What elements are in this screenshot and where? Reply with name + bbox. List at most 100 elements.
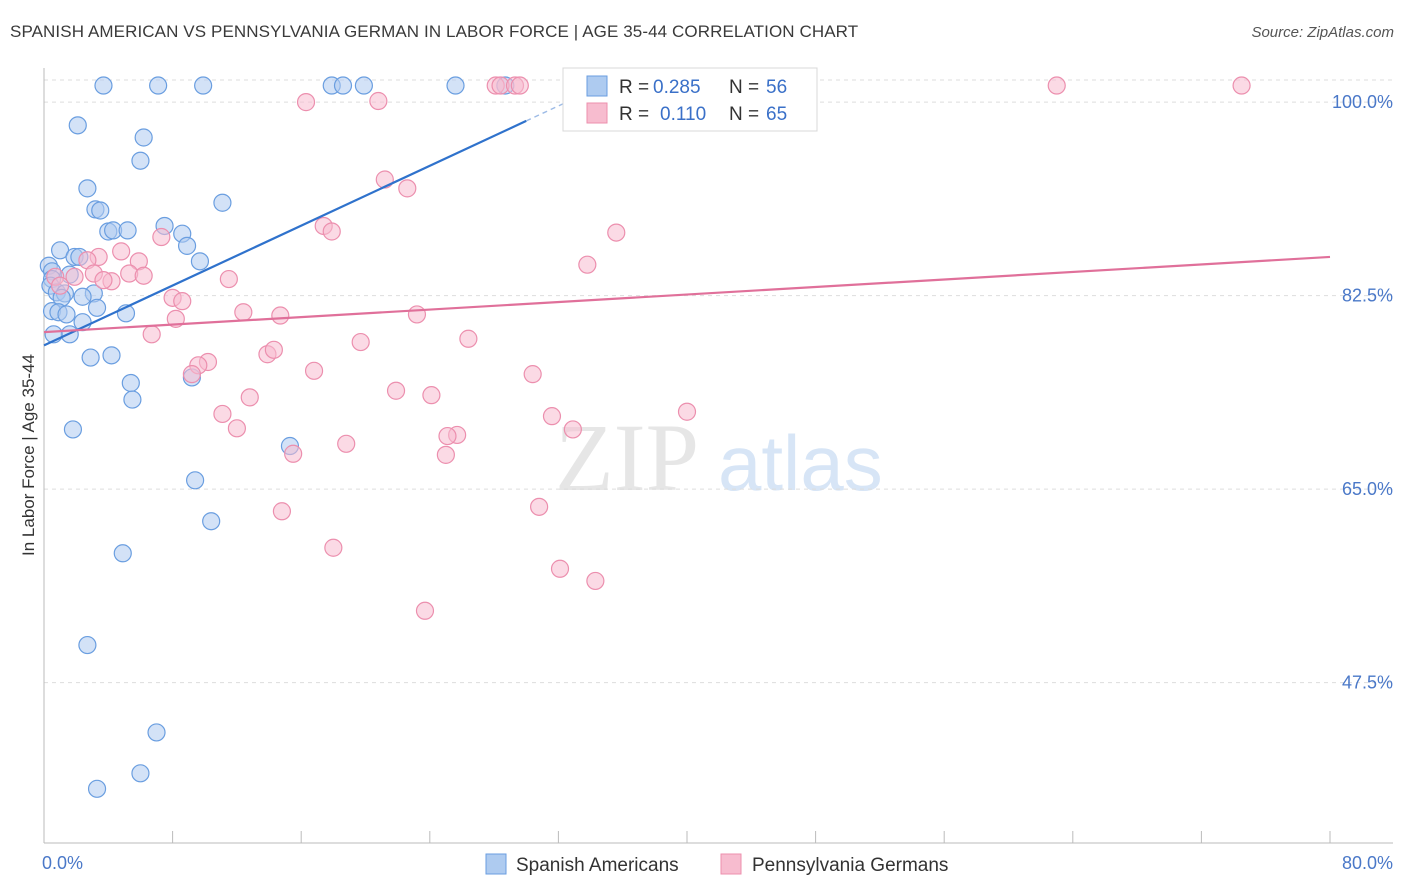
pennsylvania-german-point xyxy=(227,419,246,438)
pennsylvania-german-point xyxy=(510,76,529,95)
spanish-american-point xyxy=(333,76,353,95)
spanish-american-point xyxy=(134,128,153,147)
x-tick-label-max: 80.0% xyxy=(1342,853,1393,873)
bottom-legend-swatch-pink xyxy=(720,853,742,875)
spanish-american-point xyxy=(57,305,76,324)
chart-title: SPANISH AMERICAN VS PENNSYLVANIA GERMAN … xyxy=(10,22,859,41)
pennsylvania-german-point xyxy=(50,276,70,295)
spanish-american-point xyxy=(186,471,205,490)
pennsylvania-german-point xyxy=(369,91,388,111)
spanish-american-point xyxy=(213,193,232,212)
pennsylvania-german-point xyxy=(407,305,427,324)
pennsylvania-german-point xyxy=(542,407,562,426)
spanish-american-point xyxy=(131,764,150,783)
axes xyxy=(43,68,1393,844)
y-tick-labels: 47.5% 65.0% 82.5% 100.0% xyxy=(1332,92,1393,693)
pennsylvania-german-point xyxy=(234,303,253,322)
pennsylvania-german-point xyxy=(264,340,283,359)
pennsylvania-german-point xyxy=(296,93,316,112)
pennsylvania-german-point xyxy=(586,571,605,591)
spanish-american-point xyxy=(102,346,121,365)
spanish-american-point xyxy=(78,635,97,655)
pennsylvania-german-point xyxy=(284,444,303,463)
pennsylvania-german-point xyxy=(213,404,232,424)
pennsylvania-german-point xyxy=(563,420,582,439)
pennsylvania-german-point xyxy=(94,271,113,290)
pennsylvania-german-point xyxy=(607,223,626,242)
pennsylvania-german-point xyxy=(152,227,171,247)
pennsylvania-german-point xyxy=(578,255,597,274)
pennsylvania-german-point xyxy=(142,325,161,344)
spanish-american-point xyxy=(149,76,168,95)
legend-r-value-blue: 0.285 xyxy=(653,77,701,98)
pennsylvania-german-point xyxy=(677,402,697,421)
y-tick-label: 47.5% xyxy=(1342,673,1393,693)
pennsylvania-german-point xyxy=(415,601,435,620)
pennsylvania-german-point xyxy=(438,426,457,446)
source-label: Source: ZipAtlas.com xyxy=(1251,24,1394,41)
y-tick-label: 65.0% xyxy=(1342,479,1393,499)
pennsylvania-german-point xyxy=(240,388,259,407)
pennsylvania-german-point xyxy=(322,222,341,241)
legend-swatch-pink xyxy=(586,102,608,124)
spanish-american-point xyxy=(113,544,132,563)
bottom-legend-swatch-blue xyxy=(485,853,507,875)
pennsylvania-german-point xyxy=(65,267,84,286)
trend-lines xyxy=(43,101,1331,347)
legend-r-label-blue: R = xyxy=(619,77,649,98)
pennsylvania-german-point xyxy=(550,559,570,578)
spanish-american-point xyxy=(63,420,83,439)
spanish-american-point xyxy=(94,76,113,95)
legend-n-value-blue: 56 xyxy=(766,77,787,98)
legend-n-label-pink: N = xyxy=(729,104,759,125)
pennsylvania-german-point xyxy=(375,170,394,189)
spanish-american-point xyxy=(73,287,92,306)
pennsylvania-german-point xyxy=(271,306,290,325)
series-pennsylvania-germans xyxy=(46,76,1251,620)
y-tick-label: 100.0% xyxy=(1332,92,1393,112)
watermark-zip: ZIP xyxy=(555,404,699,511)
spanish-american-point xyxy=(147,723,166,742)
pennsylvania-german-point xyxy=(530,497,549,516)
spanish-american-point xyxy=(121,373,140,393)
spanish-american-point xyxy=(78,179,97,198)
y-tick-label: 82.5% xyxy=(1342,286,1393,306)
bottom-legend-label-blue: Spanish Americans xyxy=(516,855,679,876)
trend-line-extension-spanish-americans xyxy=(525,101,567,122)
pennsylvania-german-point xyxy=(324,538,343,557)
grid-lines xyxy=(44,79,1393,684)
legend-swatch-blue xyxy=(586,75,608,97)
watermark-atlas: atlas xyxy=(718,419,883,507)
spanish-american-point xyxy=(68,116,87,135)
spanish-american-point xyxy=(81,348,100,367)
spanish-american-point xyxy=(87,298,107,317)
spanish-american-point xyxy=(87,779,107,798)
pennsylvania-german-point xyxy=(386,381,406,400)
spanish-american-point xyxy=(354,76,373,95)
pennsylvania-german-point xyxy=(134,266,153,285)
spanish-american-point xyxy=(446,76,465,95)
stats-legend: R = 0.285 N = 56 R = 0.110 N = 65 xyxy=(562,67,818,132)
spanish-american-point xyxy=(123,390,142,409)
legend-r-label-pink: R = xyxy=(619,104,649,125)
y-axis-label: In Labor Force | Age 35-44 xyxy=(19,354,38,556)
spanish-american-point xyxy=(118,221,137,240)
pennsylvania-german-point xyxy=(182,365,201,384)
spanish-american-point xyxy=(190,252,210,271)
pennsylvania-german-point xyxy=(398,179,417,198)
pennsylvania-german-point xyxy=(422,386,441,405)
pennsylvania-german-point xyxy=(1047,76,1066,95)
bottom-legend-label-pink: Pennsylvania Germans xyxy=(752,855,948,876)
legend-n-value-pink: 65 xyxy=(766,104,787,125)
pennsylvania-german-point xyxy=(219,269,238,289)
spanish-american-point xyxy=(131,151,150,170)
spanish-american-point xyxy=(177,236,197,255)
spanish-american-point xyxy=(194,76,213,95)
pennsylvania-german-point xyxy=(173,292,192,311)
pennsylvania-german-point xyxy=(436,445,455,464)
trend-line-pennsylvania-germans xyxy=(43,255,1331,334)
legend-r-value-pink: 0.110 xyxy=(660,104,706,125)
pennsylvania-german-point xyxy=(459,329,478,348)
series-legend: Spanish Americans Pennsylvania Germans xyxy=(485,853,948,876)
